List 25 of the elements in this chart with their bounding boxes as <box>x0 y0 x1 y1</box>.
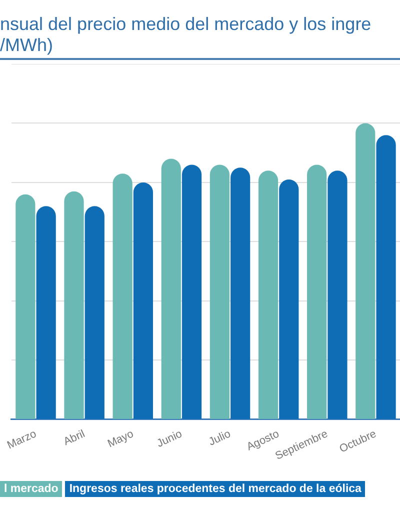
bar <box>307 164 327 419</box>
bar <box>133 182 154 419</box>
bar <box>376 135 396 419</box>
bar <box>16 194 36 419</box>
bar <box>161 158 181 419</box>
bar <box>210 164 230 419</box>
chart-title: nsual del precio medio del mercado y los ingre <box>0 14 372 35</box>
bar <box>258 170 278 419</box>
bar <box>182 164 202 419</box>
bar <box>356 123 376 419</box>
text: l mercado <box>0 481 62 497</box>
bar <box>36 206 56 419</box>
bar <box>84 206 104 419</box>
chart-subtitle: /MWh) <box>0 35 54 56</box>
bar <box>328 170 348 419</box>
x-tick-label: Marzo <box>6 428 38 452</box>
text: Ingresos reales procedentes del mercado de la eólica <box>65 481 366 497</box>
x-tick-label: Abril <box>62 428 87 448</box>
x-tick-label: Mayo <box>106 428 136 450</box>
x-tick-label: Julio <box>206 428 233 448</box>
bar <box>64 191 84 419</box>
x-tick-label: Junio <box>155 428 184 450</box>
bar <box>230 168 250 419</box>
bar <box>112 174 132 419</box>
bar <box>279 180 299 419</box>
